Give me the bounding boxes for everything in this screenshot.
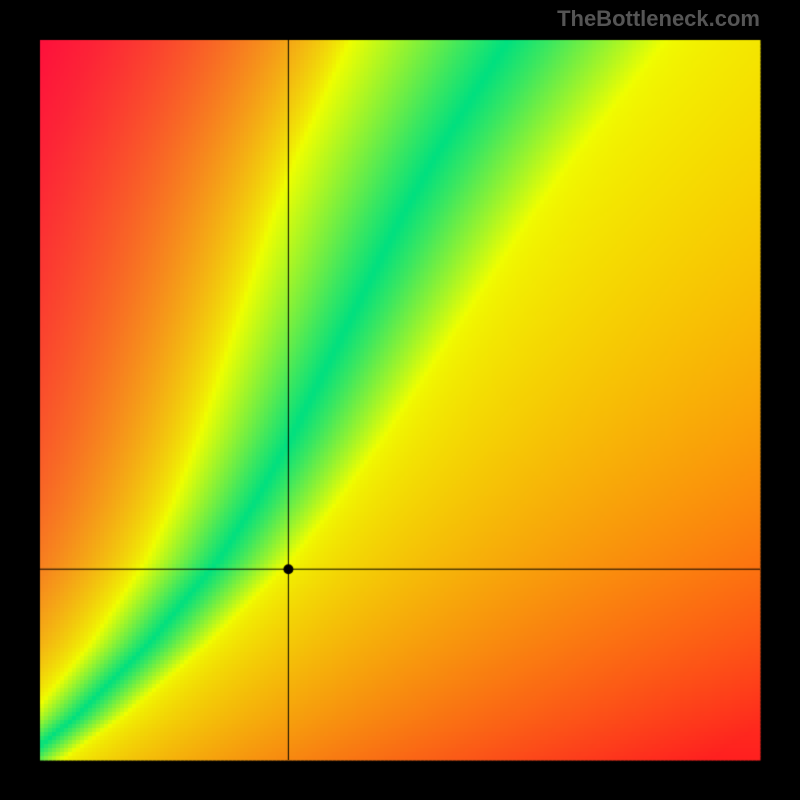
heatmap-canvas (0, 0, 800, 800)
chart-container: TheBottleneck.com (0, 0, 800, 800)
watermark-text: TheBottleneck.com (557, 6, 760, 32)
